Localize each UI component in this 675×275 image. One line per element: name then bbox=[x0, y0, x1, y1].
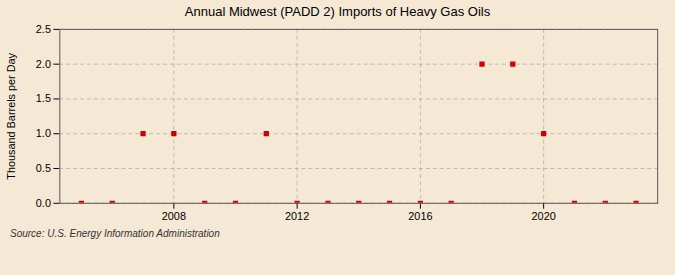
svg-text:Thousand Barrels per Day: Thousand Barrels per Day bbox=[5, 52, 17, 179]
html-text:Annual Midwest (PADD 2) Import: Annual Midwest (PADD 2) Imports of Heavy… bbox=[184, 4, 491, 19]
svg-text:2008: 2008 bbox=[162, 210, 186, 222]
svg-text:1.5: 1.5 bbox=[36, 92, 51, 104]
svg-text:0.5: 0.5 bbox=[36, 162, 51, 174]
svg-text:2.5: 2.5 bbox=[36, 23, 51, 35]
svg-text:0.0: 0.0 bbox=[36, 197, 51, 209]
svg-text:2016: 2016 bbox=[408, 210, 432, 222]
svg-text:1.0: 1.0 bbox=[36, 127, 51, 139]
svg-text:2020: 2020 bbox=[532, 210, 556, 222]
svg-text:2.0: 2.0 bbox=[36, 58, 51, 70]
svg-text:2012: 2012 bbox=[285, 210, 309, 222]
html-text:Source: U.S. Energy Informatio: Source: U.S. Energy Information Administ… bbox=[10, 228, 220, 240]
